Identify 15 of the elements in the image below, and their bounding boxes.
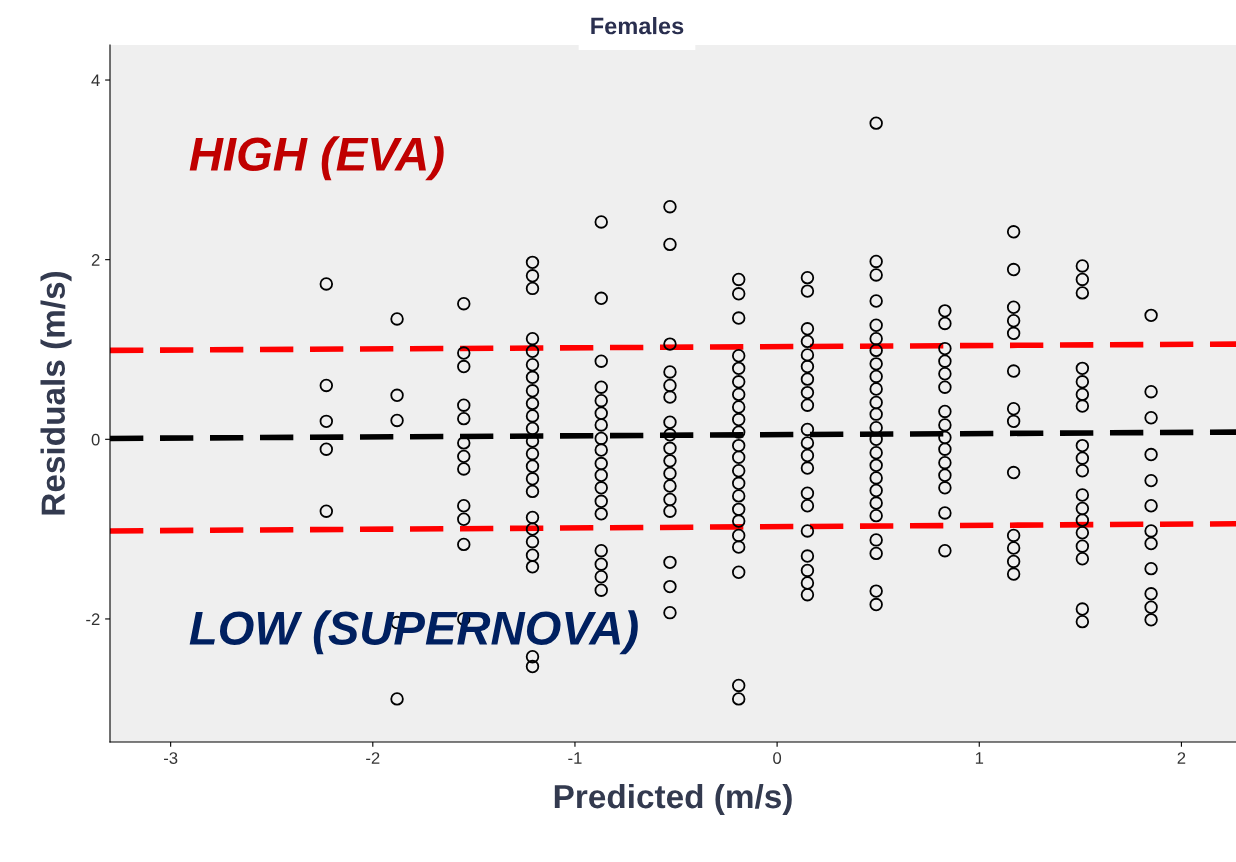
x-tick-label: 1 [975, 752, 984, 764]
x-tick-label: -3 [163, 752, 178, 764]
x-tick-label: -2 [366, 752, 380, 764]
annotation: HIGH (EVA) [189, 136, 444, 181]
x-tick-label: 2 [1177, 752, 1186, 764]
y-axis-title: Residuals (m/s) [40, 271, 72, 515]
y-tick-label: -2 [86, 613, 100, 625]
chart-title: Females [591, 17, 684, 35]
x-axis-title: Predicted (m/s) [554, 783, 792, 815]
annotation: LOW (SUPERNOVA) [189, 610, 638, 655]
x-tick-label: -1 [568, 752, 582, 764]
x-tick-label: 0 [773, 752, 782, 764]
y-tick-label: 4 [91, 74, 100, 87]
y-tick-label: 0 [91, 433, 100, 446]
y-tick-label: 2 [91, 254, 100, 266]
